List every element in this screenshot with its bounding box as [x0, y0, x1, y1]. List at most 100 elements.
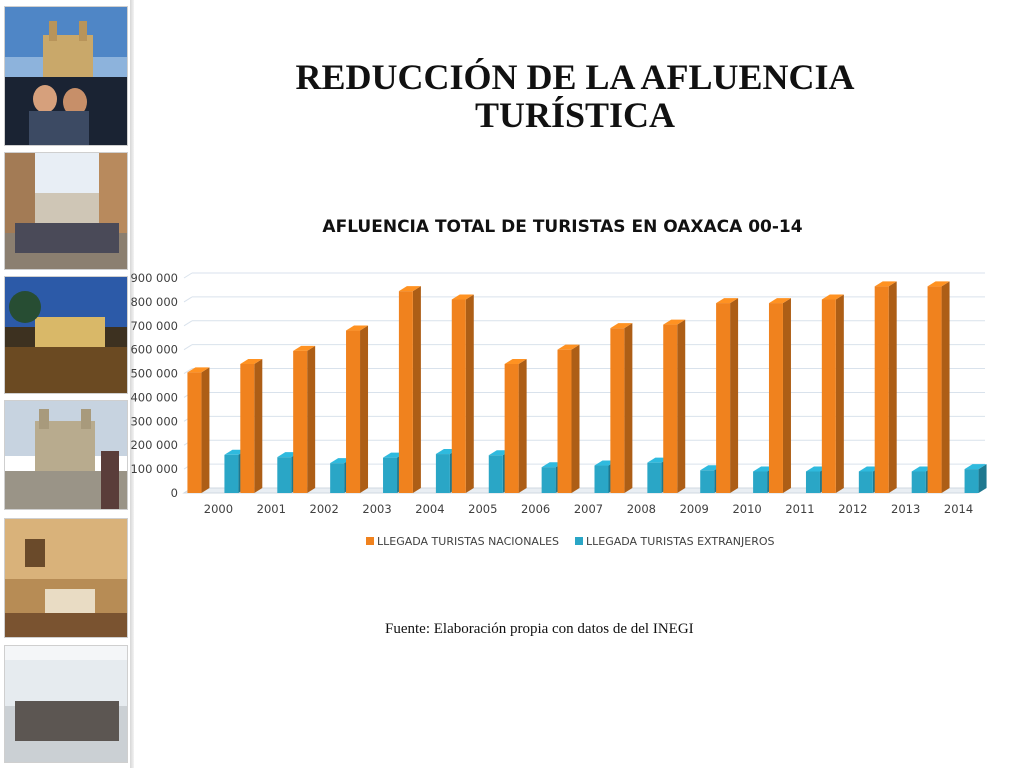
bar-top	[557, 344, 580, 350]
bar-top	[187, 367, 210, 373]
bar	[240, 364, 255, 493]
x-tick-label: 2007	[574, 502, 603, 516]
bar	[383, 457, 398, 493]
legend-label: LLEGADA TURISTAS NACIONALES	[377, 535, 559, 548]
gridline-depth	[183, 368, 193, 374]
bar	[293, 350, 308, 493]
bar-top	[821, 294, 844, 300]
bar	[435, 454, 450, 493]
photo-strip	[0, 0, 134, 768]
x-tick-label: 2014	[944, 502, 973, 516]
slide-title-line1: REDUCCIÓN DE LA AFLUENCIA	[295, 57, 855, 97]
x-tick-label: 2008	[627, 502, 656, 516]
gridline-depth	[183, 272, 193, 279]
bar-top	[504, 359, 527, 364]
bar-side	[677, 319, 686, 493]
bar-side	[835, 294, 844, 493]
bar	[594, 465, 609, 493]
bar-side	[730, 298, 739, 493]
bar	[927, 286, 942, 493]
y-tick-label: 900 000	[130, 271, 178, 285]
bar-side	[465, 294, 474, 493]
legend-label: LLEGADA TURISTAS EXTRANJEROS	[586, 535, 775, 548]
bar-side	[360, 325, 369, 493]
bar	[346, 330, 361, 493]
bar-top	[927, 281, 950, 287]
photo-cathedral-tourists	[4, 6, 128, 146]
bar-side	[782, 298, 791, 493]
y-tick-label: 800 000	[130, 295, 178, 309]
bar	[330, 463, 345, 493]
bar	[821, 299, 836, 493]
bar-top	[663, 319, 686, 325]
bar-top	[874, 281, 897, 287]
bar-side	[624, 323, 633, 493]
y-tick-label: 600 000	[130, 343, 178, 357]
x-tick-label: 2012	[838, 502, 867, 516]
y-tick-label: 700 000	[130, 319, 178, 333]
bar-top	[768, 298, 791, 304]
bar	[964, 469, 979, 493]
bar	[610, 328, 625, 493]
bar	[557, 349, 572, 493]
bar-top	[293, 345, 316, 351]
photo-airport-crowd	[4, 645, 128, 763]
bar	[805, 471, 820, 493]
photo-strip-border	[130, 0, 134, 768]
bar-side	[888, 281, 897, 493]
bar-side	[412, 286, 421, 493]
bar-side	[571, 344, 580, 493]
bar	[398, 291, 413, 493]
x-tick-label: 2010	[732, 502, 761, 516]
x-tick-label: 2004	[415, 502, 444, 516]
bar	[647, 462, 662, 493]
x-tick-label: 2011	[785, 502, 814, 516]
y-tick-label: 100 000	[130, 462, 178, 476]
bar	[224, 454, 239, 493]
bar	[451, 299, 466, 493]
x-tick-label: 2000	[204, 502, 233, 516]
slide-title-line2: TURÍSTICA	[474, 95, 676, 135]
x-tick-label: 2002	[310, 502, 339, 516]
bar	[277, 457, 292, 493]
legend-swatch	[575, 537, 583, 545]
bar-top	[451, 294, 474, 300]
gridline-depth	[183, 296, 193, 303]
y-tick-label: 500 000	[130, 367, 178, 381]
bar	[768, 303, 783, 493]
bar	[716, 303, 731, 493]
bar-top	[398, 286, 421, 292]
bar	[753, 471, 768, 493]
source-note: Fuente: Elaboración propia con datos de …	[385, 621, 694, 637]
bar-side	[201, 367, 210, 493]
slide-title: REDUCCIÓN DE LA AFLUENCIA TURÍSTICA	[240, 58, 910, 134]
bar-chart: 0 100 000 200 000 300 000 400 000 500 000 600 …	[130, 271, 987, 548]
photo-hotel-room	[4, 518, 128, 638]
bar-top	[716, 298, 739, 304]
bar	[187, 372, 202, 493]
x-tick-label: 2005	[468, 502, 497, 516]
bar-side	[978, 464, 987, 493]
gridline-depth	[183, 344, 193, 351]
bar	[488, 455, 503, 493]
gridline-depth	[183, 320, 193, 327]
x-tick-label: 2003	[362, 502, 391, 516]
bar-side	[518, 359, 527, 493]
y-tick-label: 400 000	[130, 390, 178, 404]
x-tick-label: 2009	[680, 502, 709, 516]
photo-night-patio	[4, 276, 128, 394]
bar	[541, 467, 556, 493]
bar	[700, 470, 715, 493]
bar	[663, 324, 678, 493]
x-tick-label: 2001	[257, 502, 286, 516]
legend-swatch	[366, 537, 374, 545]
bar-top	[964, 464, 987, 470]
bar-side	[254, 359, 263, 493]
bar-side	[941, 281, 950, 493]
x-tick-label: 2013	[891, 502, 920, 516]
bar-top	[610, 323, 633, 329]
bar-side	[307, 345, 316, 493]
photo-church-plaza	[4, 400, 128, 510]
bar	[911, 471, 926, 493]
x-tick-label: 2006	[521, 502, 550, 516]
